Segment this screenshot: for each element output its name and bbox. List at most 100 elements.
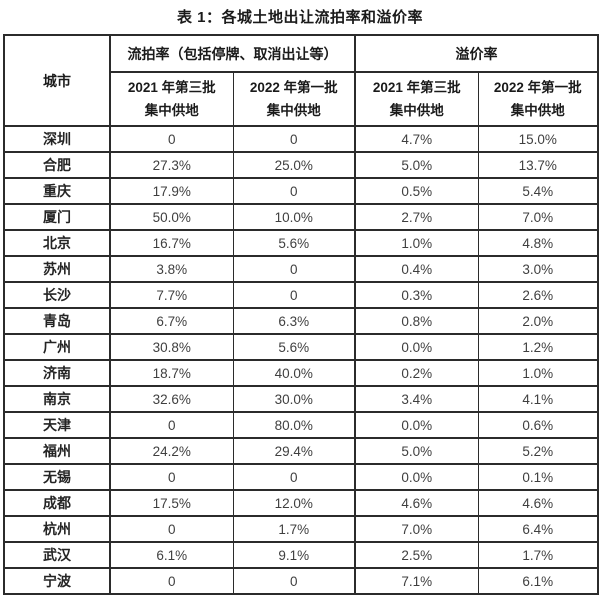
premium-2022q1-cell: 1.2%: [477, 333, 599, 361]
city-cell: 济南: [3, 359, 111, 387]
header-failure-2022q1: 2022 年第一批 集中供地: [232, 71, 356, 127]
premium-2021q3-cell: 0.3%: [354, 281, 479, 309]
premium-2021q3-cell: 0.5%: [354, 177, 479, 205]
premium-2022q1-cell: 4.8%: [477, 229, 599, 257]
premium-2022q1-cell: 0.1%: [477, 463, 599, 491]
premium-2022q1-cell: 2.6%: [477, 281, 599, 309]
table-row: 厦门 50.0% 10.0% 2.7% 7.0%: [3, 203, 599, 231]
premium-2022q1-cell: 6.1%: [477, 567, 599, 595]
failure-2022q1-cell: 9.1%: [232, 541, 356, 569]
premium-2022q1-cell: 4.6%: [477, 489, 599, 517]
city-cell: 苏州: [3, 255, 111, 283]
premium-2021q3-cell: 0.2%: [354, 359, 479, 387]
failure-2022q1-cell: 0: [232, 567, 356, 595]
failure-2021q3-cell: 27.3%: [109, 151, 234, 179]
table-row: 苏州 3.8% 0 0.4% 3.0%: [3, 255, 599, 283]
table-row: 天津 0 80.0% 0.0% 0.6%: [3, 411, 599, 439]
premium-2022q1-cell: 13.7%: [477, 151, 599, 179]
city-cell: 北京: [3, 229, 111, 257]
premium-2021q3-cell: 0.8%: [354, 307, 479, 335]
failure-2022q1-cell: 5.6%: [232, 229, 356, 257]
failure-2022q1-cell: 10.0%: [232, 203, 356, 231]
premium-2021q3-cell: 5.0%: [354, 151, 479, 179]
header-premium-2021q3: 2021 年第三批 集中供地: [354, 71, 479, 127]
city-cell: 厦门: [3, 203, 111, 231]
premium-2021q3-cell: 5.0%: [354, 437, 479, 465]
failure-2021q3-cell: 3.8%: [109, 255, 234, 283]
table-row: 无锡 0 0 0.0% 0.1%: [3, 463, 599, 491]
city-cell: 无锡: [3, 463, 111, 491]
premium-2021q3-cell: 0.4%: [354, 255, 479, 283]
land-auction-table: 城市 流拍率（包括停牌、取消出让等） 溢价率 2021 年第三批 集中供地 20…: [3, 34, 599, 595]
failure-2021q3-cell: 17.5%: [109, 489, 234, 517]
premium-2022q1-cell: 5.4%: [477, 177, 599, 205]
city-cell: 重庆: [3, 177, 111, 205]
failure-2021q3-cell: 18.7%: [109, 359, 234, 387]
header-line: 2021 年第三批: [127, 80, 216, 95]
table-row: 济南 18.7% 40.0% 0.2% 1.0%: [3, 359, 599, 387]
table-row: 长沙 7.7% 0 0.3% 2.6%: [3, 281, 599, 309]
failure-2021q3-cell: 50.0%: [109, 203, 234, 231]
failure-2021q3-cell: 7.7%: [109, 281, 234, 309]
city-cell: 合肥: [3, 151, 111, 179]
header-premium-rate-group: 溢价率: [354, 34, 599, 73]
city-cell: 长沙: [3, 281, 111, 309]
premium-2021q3-cell: 2.7%: [354, 203, 479, 231]
premium-2022q1-cell: 3.0%: [477, 255, 599, 283]
premium-2022q1-cell: 1.0%: [477, 359, 599, 387]
city-cell: 福州: [3, 437, 111, 465]
failure-2022q1-cell: 30.0%: [232, 385, 356, 413]
table-row: 青岛 6.7% 6.3% 0.8% 2.0%: [3, 307, 599, 335]
failure-2021q3-cell: 17.9%: [109, 177, 234, 205]
failure-2021q3-cell: 0: [109, 567, 234, 595]
city-cell: 南京: [3, 385, 111, 413]
failure-2022q1-cell: 25.0%: [232, 151, 356, 179]
failure-2022q1-cell: 29.4%: [232, 437, 356, 465]
failure-2022q1-cell: 80.0%: [232, 411, 356, 439]
city-cell: 武汉: [3, 541, 111, 569]
city-cell: 广州: [3, 333, 111, 361]
header-sub-row: 2021 年第三批 集中供地 2022 年第一批 集中供地 2021 年第三批 …: [4, 71, 599, 127]
premium-2022q1-cell: 1.7%: [477, 541, 599, 569]
failure-2021q3-cell: 30.8%: [109, 333, 234, 361]
failure-2021q3-cell: 0: [109, 125, 234, 153]
failure-2021q3-cell: 0: [109, 411, 234, 439]
failure-2022q1-cell: 5.6%: [232, 333, 356, 361]
table-row: 北京 16.7% 5.6% 1.0% 4.8%: [3, 229, 599, 257]
header-line: 集中供地: [266, 103, 321, 118]
premium-2022q1-cell: 5.2%: [477, 437, 599, 465]
header-failure-rate-group: 流拍率（包括停牌、取消出让等）: [109, 34, 356, 73]
header-line: 2021 年第三批: [372, 80, 461, 95]
failure-2022q1-cell: 1.7%: [232, 515, 356, 543]
table-row: 福州 24.2% 29.4% 5.0% 5.2%: [3, 437, 599, 465]
premium-2022q1-cell: 2.0%: [477, 307, 599, 335]
city-cell: 宁波: [3, 567, 111, 595]
failure-2022q1-cell: 0: [232, 177, 356, 205]
premium-2021q3-cell: 4.7%: [354, 125, 479, 153]
failure-2022q1-cell: 0: [232, 463, 356, 491]
premium-2021q3-cell: 2.5%: [354, 541, 479, 569]
premium-2021q3-cell: 7.1%: [354, 567, 479, 595]
premium-2021q3-cell: 3.4%: [354, 385, 479, 413]
city-cell: 青岛: [3, 307, 111, 335]
header-city: 城市: [3, 34, 111, 127]
premium-2021q3-cell: 0.0%: [354, 411, 479, 439]
table-row: 合肥 27.3% 25.0% 5.0% 13.7%: [3, 151, 599, 179]
premium-2022q1-cell: 4.1%: [477, 385, 599, 413]
table-body: 深圳 0 0 4.7% 15.0% 合肥 27.3% 25.0% 5.0% 13.7% 重庆 17.9…: [3, 125, 599, 595]
failure-2021q3-cell: 0: [109, 463, 234, 491]
failure-2021q3-cell: 24.2%: [109, 437, 234, 465]
table-row: 广州 30.8% 5.6% 0.0% 1.2%: [3, 333, 599, 361]
failure-2022q1-cell: 40.0%: [232, 359, 356, 387]
failure-2021q3-cell: 6.7%: [109, 307, 234, 335]
failure-2022q1-cell: 12.0%: [232, 489, 356, 517]
header-line: 2022 年第一批: [493, 80, 582, 95]
failure-2022q1-cell: 6.3%: [232, 307, 356, 335]
failure-2021q3-cell: 6.1%: [109, 541, 234, 569]
failure-2021q3-cell: 0: [109, 515, 234, 543]
premium-2022q1-cell: 0.6%: [477, 411, 599, 439]
premium-2021q3-cell: 0.0%: [354, 333, 479, 361]
header-line: 集中供地: [144, 103, 199, 118]
header-line: 集中供地: [510, 103, 565, 118]
